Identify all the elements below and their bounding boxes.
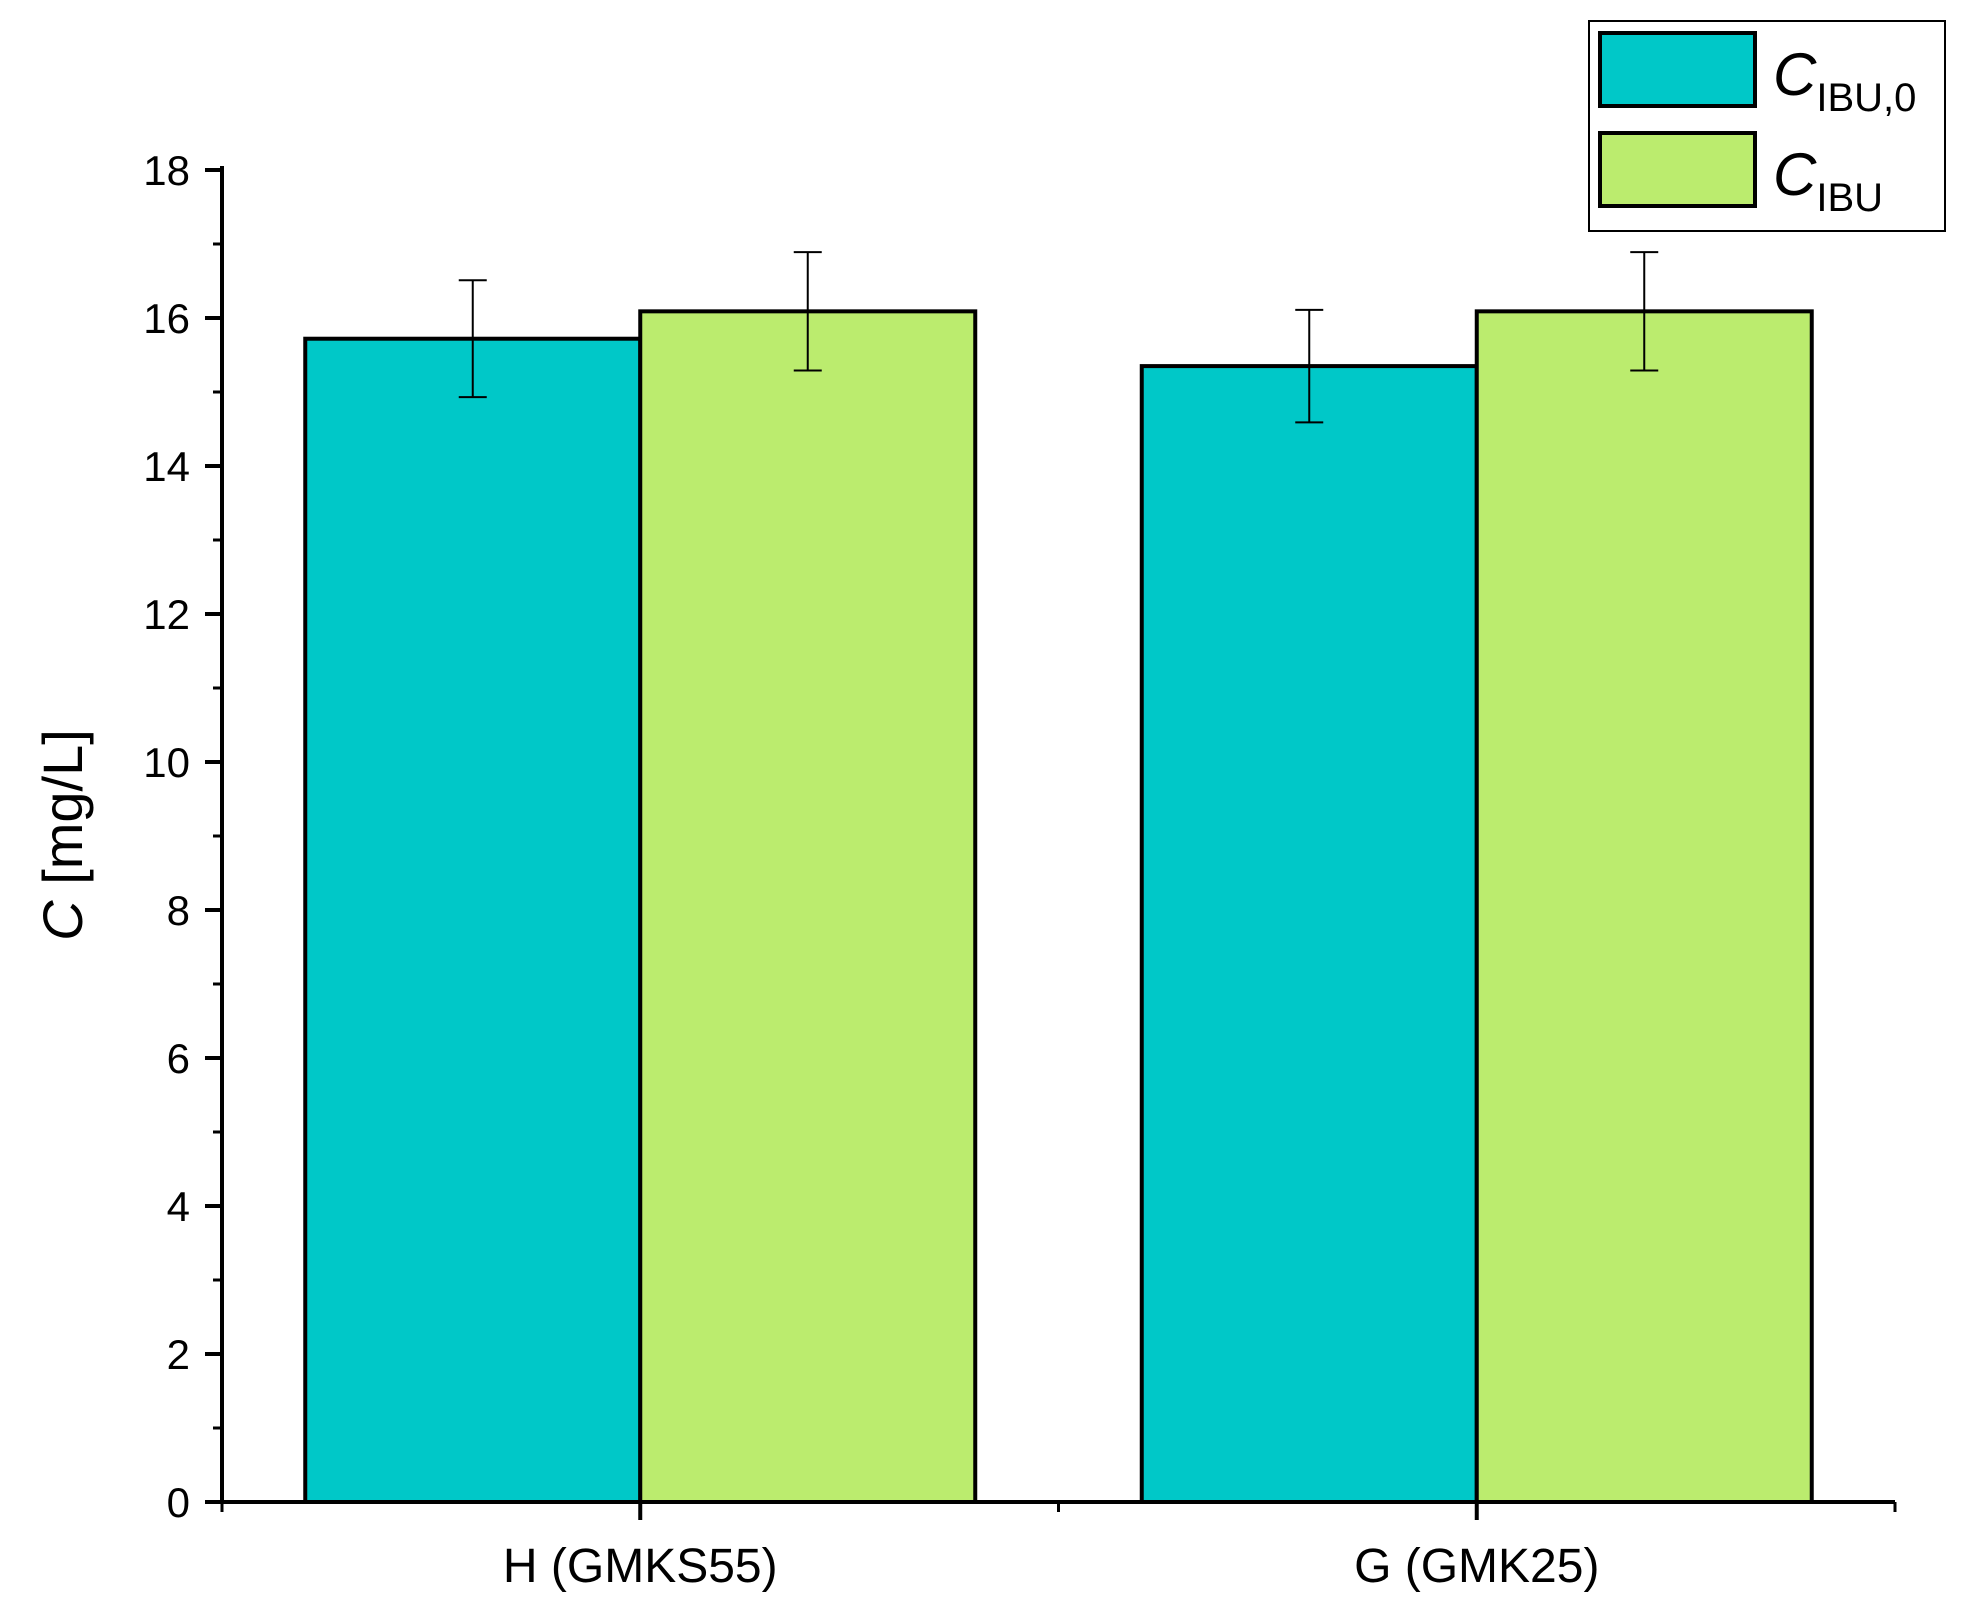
legend-swatch-c-ibu-0 — [1598, 31, 1757, 108]
x-tick-label-1: G (GMK25) — [1354, 1540, 1599, 1593]
axes-layer: 0 2 4 6 8 10 12 14 16 18 H (GMKS55) G (GMK25) — [143, 147, 1897, 1593]
y-tick-label-6: 6 — [167, 1035, 190, 1082]
bar-c-ibu-0-0 — [303, 336, 643, 1505]
legend-label-c-ibu-main: C — [1773, 141, 1817, 208]
y-tick-label-18: 18 — [143, 147, 190, 194]
legend: CIBU,0 CIBU — [1588, 20, 1946, 232]
legend-label-c-ibu-0-main: C — [1773, 41, 1817, 108]
y-tick-label-2: 2 — [167, 1331, 190, 1378]
y-tick-label-14: 14 — [143, 443, 190, 490]
bar-c-ibu-1 — [1474, 309, 1814, 1505]
y-tick-label-16: 16 — [143, 295, 190, 342]
bars-layer — [303, 309, 1814, 1505]
y-tick-label-10: 10 — [143, 739, 190, 786]
bar-c-ibu-0-1 — [1139, 364, 1479, 1505]
y-axis-title-unit: [mg/L] — [31, 729, 94, 900]
legend-label-c-ibu-sub: IBU — [1816, 176, 1883, 220]
y-axis-title-variable: C — [31, 900, 94, 941]
y-tick-label-0: 0 — [167, 1479, 190, 1526]
bar-c-ibu-0 — [638, 309, 978, 1505]
error-bars-layer — [458, 251, 1659, 424]
y-axis-title: C [mg/L] — [31, 729, 94, 941]
legend-swatch-c-ibu — [1598, 131, 1757, 208]
x-tick-label-0: H (GMKS55) — [503, 1540, 778, 1593]
y-tick-label-4: 4 — [167, 1183, 190, 1230]
legend-label-c-ibu-0: CIBU,0 — [1773, 41, 1916, 120]
legend-label-c-ibu: CIBU — [1773, 141, 1883, 220]
y-tick-label-12: 12 — [143, 591, 190, 638]
y-tick-label-8: 8 — [167, 887, 190, 934]
legend-label-c-ibu-0-sub: IBU,0 — [1816, 76, 1916, 120]
